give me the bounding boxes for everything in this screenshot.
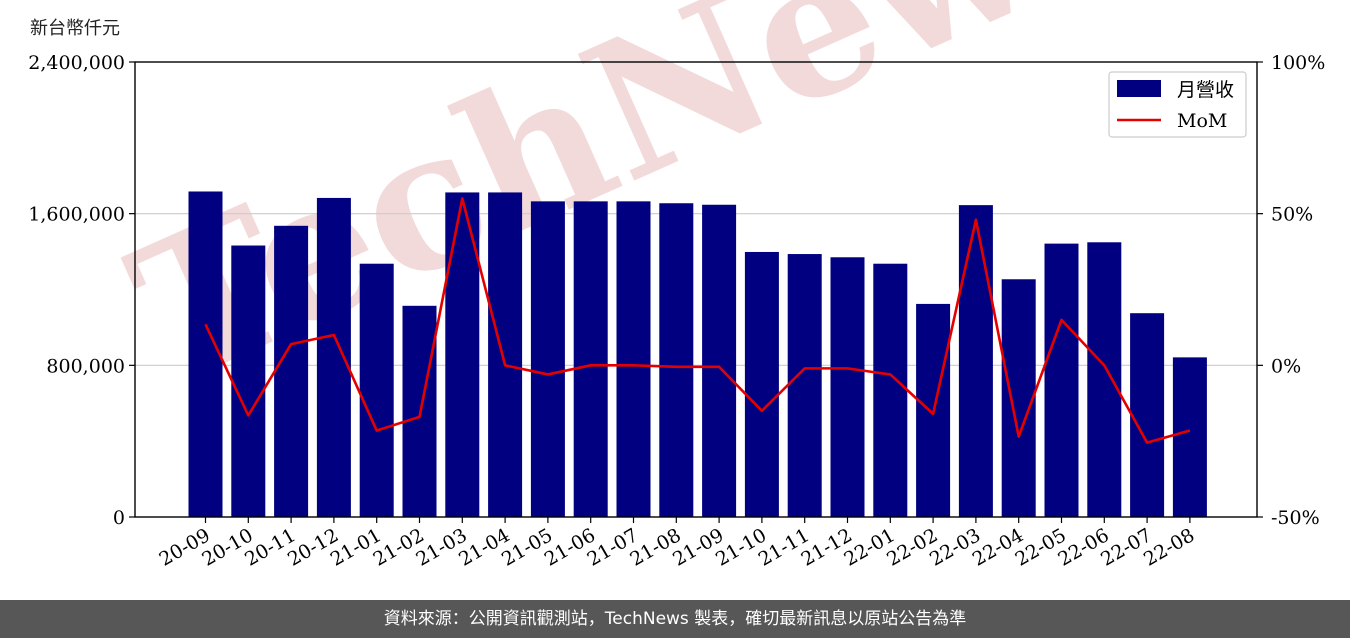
revenue-bar: [188, 191, 223, 517]
revenue-bar: [1044, 243, 1079, 517]
revenue-bar: [488, 192, 523, 517]
revenue-bar: [1130, 313, 1165, 517]
revenue-bar: [744, 251, 779, 517]
source-footer: 資料來源：公開資訊觀測站，TechNews 製表，確切最新訊息以原站公告為準: [0, 600, 1350, 638]
right-tick-label: -50%: [1271, 507, 1320, 529]
x-tick-label: 22-08: [1140, 524, 1198, 570]
revenue-bar: [702, 204, 737, 517]
revenue-bar: [316, 197, 351, 517]
revenue-bar: [616, 201, 651, 517]
right-tick-label: 0%: [1271, 355, 1301, 377]
revenue-bar: [659, 203, 694, 518]
revenue-bar: [231, 245, 266, 517]
left-tick-label: 0: [113, 507, 125, 529]
revenue-bar: [958, 205, 993, 517]
y-axis-unit-label: 新台幣仟元: [30, 18, 120, 39]
x-axis: 20-0920-1020-1120-1221-0121-0221-0321-04…: [156, 517, 1198, 571]
revenue-bar: [873, 263, 908, 517]
revenue-bar: [274, 225, 309, 518]
legend-line-label: MoM: [1177, 110, 1227, 132]
legend-bar-swatch: [1117, 80, 1161, 97]
revenue-bar: [1087, 242, 1122, 517]
revenue-bar: [573, 201, 608, 517]
revenue-bar: [359, 263, 394, 517]
left-y-axis: 0 800,000 1,600,000 2,400,000: [28, 52, 135, 529]
right-y-axis: -50% 0% 50% 100%: [1257, 52, 1325, 529]
legend-bar-label: 月營收: [1177, 79, 1234, 101]
mom-line: [204, 197, 1191, 444]
plot-border: [134, 61, 1258, 518]
revenue-bar: [830, 257, 865, 517]
legend: 月營收 MoM: [1108, 71, 1247, 138]
revenue-bar: [530, 201, 565, 517]
left-tick-label: 2,400,000: [28, 52, 125, 74]
revenue-bars: [188, 191, 1207, 518]
left-tick-label: 1,600,000: [28, 204, 125, 226]
revenue-bar: [1172, 357, 1207, 517]
left-tick-label: 800,000: [46, 355, 125, 377]
revenue-bar: [787, 254, 822, 517]
right-tick-label: 50%: [1271, 204, 1313, 226]
revenue-bar: [1001, 279, 1036, 517]
plot-frame: [134, 61, 1258, 518]
right-tick-label: 100%: [1271, 52, 1325, 74]
mom-line-series: [204, 197, 1191, 444]
